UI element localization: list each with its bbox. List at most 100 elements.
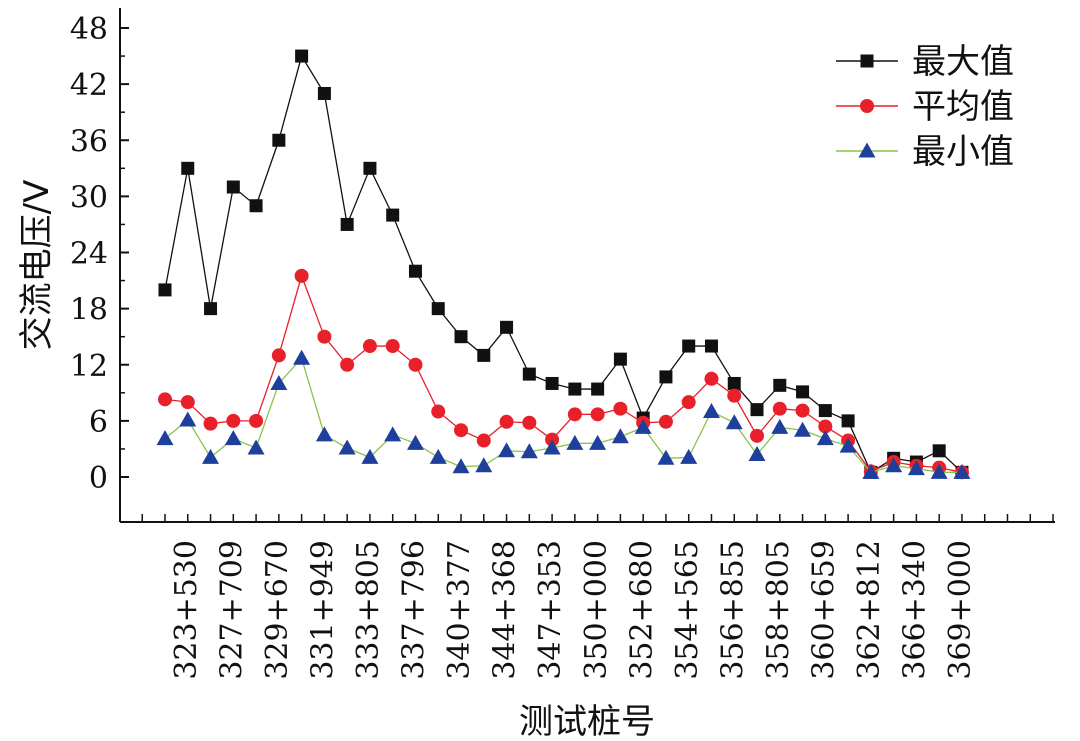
x-tick-label: 331+949 [306,540,341,680]
x-tick-label: 369+000 [943,540,978,680]
series-min-point [885,457,903,473]
y-tick-label: 30 [70,180,108,215]
series-max-point [613,352,627,366]
series-avg-point [408,357,423,372]
y-tick-label: 6 [89,405,108,440]
series-min-point [202,448,220,464]
series-max-point [522,367,536,381]
series-min-point [498,442,516,458]
series-avg-point [704,371,719,386]
series-avg-point [499,414,514,429]
series-max-point [591,382,605,396]
legend-label: 平均值 [912,87,1014,127]
series-max-point [659,370,673,384]
series-max-point [204,302,218,316]
series-max-point [818,404,832,418]
x-tick-label: 329+670 [260,540,295,680]
series-min-point [566,434,584,450]
series-max-point [408,264,422,278]
y-tick-label: 48 [70,12,108,47]
y-tick-label: 12 [70,349,108,384]
series-max-point [295,49,309,63]
series-min-point [634,418,652,434]
x-tick-label: 337+796 [397,540,432,680]
series-min-point [680,448,698,464]
series-avg-point [795,403,810,418]
series-max-line [164,54,963,474]
series-min-point [748,446,766,462]
series-min-point [452,458,470,474]
x-tick-label: 362+812 [852,540,887,680]
series-avg-point [590,407,605,422]
series-max-point [272,133,286,147]
series-max-point [796,385,810,399]
series-min-point [156,430,174,446]
series-layer [156,49,971,480]
series-min-point [475,457,493,473]
series-max-point [841,414,855,428]
series-avg-point [249,413,264,428]
series-min-point [247,439,265,455]
x-tick-label: 356+855 [715,540,750,680]
series-max-point [477,348,491,362]
series-min-point [862,463,880,479]
series-avg-point [431,404,446,419]
series-max-point [773,378,787,392]
x-tick-label: 323+530 [169,540,204,680]
y-tick-label: 18 [70,293,108,328]
x-tick-label: 352+680 [624,540,659,680]
series-max-point [363,161,377,175]
series-min-point [839,437,857,453]
series-min-point [315,426,333,442]
series-min-point [725,414,743,430]
series-min-point [224,430,242,446]
series-avg-point [727,388,742,403]
y-tick-label: 36 [70,124,108,159]
series-max-point [727,376,741,390]
series-min-point [429,448,447,464]
legend-marker [860,54,874,68]
series-min-point [520,443,538,459]
x-tick-label: 350+000 [579,540,614,680]
series-min-point [907,460,925,476]
series-min-point [361,448,379,464]
y-tick-label: 24 [70,237,108,272]
series-avg-point [362,339,377,354]
series-min-point [794,421,812,437]
x-tick-label: 327+709 [215,540,250,680]
series-min-point [702,403,720,419]
series-avg-point [522,415,537,430]
series-min-point [179,411,197,427]
series-avg-point [226,413,241,428]
series-max-point [340,217,354,231]
series-min-point [293,349,311,365]
series-max-point [500,320,514,334]
series-min-point [589,434,607,450]
series-min-point [543,439,561,455]
series-min-point [270,374,288,390]
legend-marker [858,142,876,158]
series-avg-point [317,329,332,344]
series-max-point [249,199,263,213]
axes: 0 6 12 18 24 30 36 42 48 323+530 327+709 329+670 331… [70,8,1055,680]
series-avg-point [340,357,355,372]
series-avg-point [385,339,400,354]
x-tick-label: 358+805 [761,540,796,680]
series-max-point [317,86,331,100]
y-tick-label: 42 [70,68,108,103]
series-max-point [181,161,195,175]
series-max-point [704,339,718,353]
x-tick-label: 344+368 [488,540,523,680]
series-avg-point [294,268,309,283]
series-max-point [158,283,172,297]
x-tick-label: 333+805 [351,540,386,680]
series-avg-point [476,433,491,448]
legend-marker [860,99,874,113]
legend-label: 最小值 [912,132,1014,172]
series-avg-point [681,395,696,410]
y-tick-label: 0 [89,461,108,496]
x-axis-title: 测试桩号 [519,702,655,741]
series-max-point [545,376,559,390]
